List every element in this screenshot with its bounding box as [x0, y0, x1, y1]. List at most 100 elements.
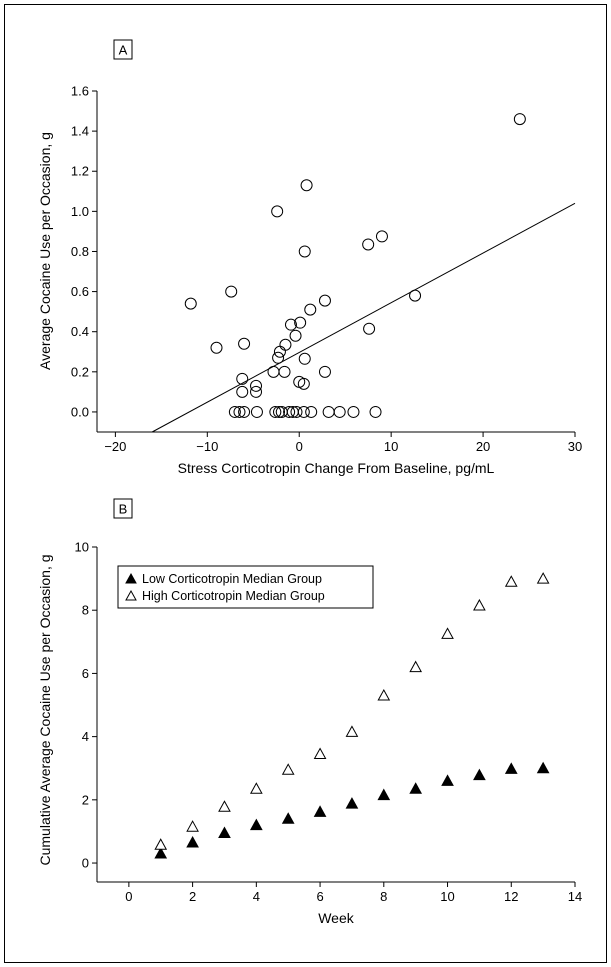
panel-a-x-tick-label: 10 — [384, 439, 398, 454]
data-point — [210, 341, 223, 354]
data-point — [409, 289, 422, 302]
panel-b-y-tick-label: 6 — [82, 666, 89, 681]
low-group-point — [473, 768, 486, 781]
high-group-point — [536, 572, 550, 584]
panel-b-axes — [96, 547, 575, 883]
low-group-point — [313, 805, 327, 817]
panel-b-x-tick-label: 12 — [504, 889, 518, 904]
data-point — [513, 113, 526, 126]
data-point — [233, 405, 246, 418]
legend-marker-high-group — [125, 589, 137, 601]
high-group-point — [441, 627, 454, 639]
data-point — [318, 365, 331, 378]
low-group-point — [249, 818, 263, 831]
high-group-point — [218, 800, 231, 812]
panel-a-y-tick-label: 0.6 — [71, 284, 89, 299]
high-group-point — [409, 660, 423, 673]
panel-b-y-axis-label: Cumulative Average Cocaine Use per Occas… — [37, 554, 53, 865]
data-point — [250, 379, 263, 392]
data-point — [278, 365, 291, 378]
legend-marker-low-group — [125, 572, 137, 584]
panel-a-axes — [96, 91, 575, 433]
data-point — [238, 405, 251, 418]
low-group-point — [409, 782, 423, 794]
high-group-point — [504, 575, 518, 587]
panel-b-label: B — [119, 502, 128, 517]
panel-a-y-tick-label: 0.4 — [71, 324, 89, 339]
data-point — [362, 238, 375, 251]
data-point — [300, 179, 313, 192]
data-point — [225, 285, 238, 298]
data-point — [363, 322, 376, 335]
data-point — [279, 338, 292, 351]
data-point — [294, 316, 307, 329]
data-point — [184, 297, 197, 310]
panel-b: B 0 2 4 6 8 10 12 14 0 2 4 6 8 10 Low Corticotropin M… — [37, 498, 583, 926]
panel-b-x-tick-label: 10 — [440, 889, 454, 904]
high-group-point — [377, 689, 391, 701]
panel-a-label: A — [119, 43, 128, 58]
panel-a-x-tick-label: 0 — [296, 439, 303, 454]
data-point — [298, 245, 311, 258]
low-group-point — [218, 826, 231, 839]
panel-b-label-box — [113, 498, 133, 519]
panel-a-x-tick-label: 30 — [568, 439, 582, 454]
data-point — [305, 405, 318, 418]
panel-a-x-tick-label: 20 — [476, 439, 490, 454]
low-group-point — [441, 774, 454, 786]
panel-b-legend: Low Corticotropin Median Group High Cort… — [117, 565, 374, 609]
data-point — [269, 405, 282, 418]
legend-box — [117, 565, 374, 609]
panel-b-y-tick-label: 2 — [82, 792, 89, 807]
high-group-point — [186, 820, 199, 832]
panel-a-label-box — [113, 39, 133, 60]
data-point — [250, 385, 263, 398]
panel-a-y-tick-label: 1.0 — [71, 204, 89, 219]
high-group-point — [313, 747, 327, 760]
panel-b-x-tick-label: 0 — [125, 889, 132, 904]
data-point — [322, 405, 335, 418]
panel-a-y-tick-label: 0.8 — [71, 244, 89, 259]
data-point — [347, 405, 360, 418]
high-group-point — [249, 782, 263, 794]
data-point — [284, 318, 297, 331]
data-point — [228, 405, 241, 418]
panel-b-y-tick-label: 4 — [82, 729, 89, 744]
data-point — [250, 405, 263, 418]
data-point — [267, 365, 280, 378]
panel-a-y-tick-label: 0.2 — [71, 364, 89, 379]
panel-a-fit-line — [151, 202, 576, 433]
data-point — [236, 372, 249, 385]
panel-a: A −20 −10 0 10 20 30 0.0 0.2 0.4 0.6 0.8 1.0 1.2 1.4 1… — [37, 39, 582, 476]
panel-b-x-tick-label: 6 — [316, 889, 323, 904]
panel-a-x-axis-label: Stress Corticotropin Change From Baselin… — [178, 460, 495, 476]
data-point — [297, 405, 310, 418]
data-point — [289, 329, 302, 342]
data-point — [304, 303, 317, 316]
panel-b-y-tick-label: 8 — [82, 603, 89, 618]
low-group-point — [377, 788, 391, 801]
panel-b-points — [154, 572, 550, 859]
panel-b-x-tick-label: 4 — [253, 889, 260, 904]
panel-b-x-tick-label: 14 — [568, 889, 582, 904]
figure-border — [4, 4, 607, 963]
panel-a-x-tick-label: −20 — [104, 439, 126, 454]
panel-a-y-tick-label: 1.6 — [71, 84, 89, 99]
panel-a-points — [184, 113, 526, 418]
panel-b-x-tick-label: 8 — [380, 889, 387, 904]
low-group-point — [345, 797, 359, 809]
panel-a-y-tick-label: 1.4 — [71, 124, 89, 139]
panel-b-y-tick-label: 0 — [82, 856, 89, 871]
panel-a-y-tick-label: 0.0 — [71, 404, 89, 419]
legend-label-low-group: Low Corticotropin Median Group — [142, 572, 322, 586]
data-point — [272, 351, 285, 364]
data-point — [298, 352, 311, 365]
high-group-point — [281, 763, 295, 775]
panel-a-ticks: −20 −10 0 10 20 30 0.0 0.2 0.4 0.6 0.8 1.0 1.2 1.4 1.6 — [71, 84, 582, 455]
panel-b-y-tick-label: 10 — [75, 540, 89, 555]
high-group-point — [473, 598, 486, 611]
panel-b-ticks: 0 2 4 6 8 10 12 14 0 2 4 6 8 10 — [75, 540, 583, 905]
data-point — [271, 205, 284, 218]
low-group-point — [536, 761, 550, 774]
